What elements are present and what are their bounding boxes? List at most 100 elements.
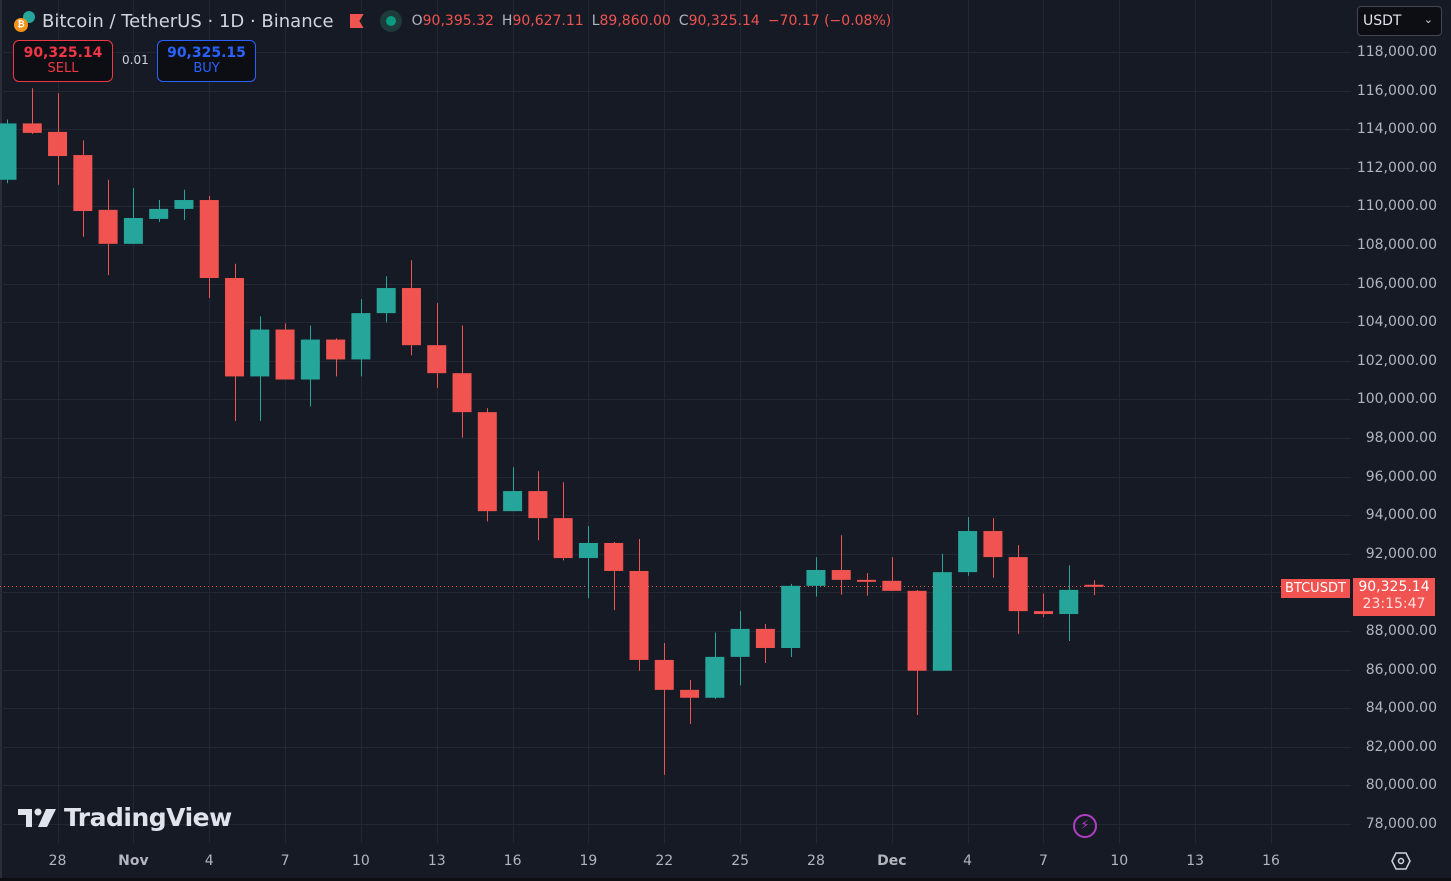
candle[interactable] bbox=[477, 408, 497, 522]
candle[interactable] bbox=[98, 179, 118, 276]
flag-icon[interactable] bbox=[349, 14, 364, 28]
price-axis-label: 102,000.00 bbox=[1356, 352, 1437, 369]
price-axis-label: 88,000.00 bbox=[1365, 623, 1437, 639]
candle[interactable] bbox=[199, 195, 219, 299]
tradingview-logo[interactable]: TradingView bbox=[18, 803, 232, 832]
symbol-price-tag: BTCUSDT bbox=[1281, 579, 1350, 598]
candle[interactable] bbox=[907, 589, 927, 715]
candle[interactable] bbox=[730, 610, 750, 686]
change-value: −70.17 (−0.08%) bbox=[767, 13, 892, 29]
price-axis-label: 80,000.00 bbox=[1365, 777, 1437, 794]
candle[interactable] bbox=[781, 583, 801, 658]
market-status-indicator[interactable] bbox=[379, 10, 402, 32]
spread-value: 0.01 bbox=[122, 53, 149, 67]
buy-button[interactable]: 90,325.15 BUY bbox=[157, 40, 256, 82]
candle[interactable] bbox=[1008, 545, 1028, 635]
candle[interactable] bbox=[149, 200, 169, 223]
bitcoin-icon: ₿ bbox=[14, 18, 28, 32]
candle[interactable] bbox=[225, 263, 245, 422]
buy-price: 90,325.15 bbox=[167, 45, 246, 61]
price-axis-label: 114,000.00 bbox=[1356, 121, 1437, 138]
symbol-title[interactable]: Bitcoin / TetherUS · 1D · Binance bbox=[42, 10, 334, 32]
candle[interactable] bbox=[958, 517, 978, 576]
price-axis-label: 96,000.00 bbox=[1365, 468, 1437, 485]
open-value: 90,395.32 bbox=[422, 13, 494, 29]
candle[interactable] bbox=[932, 553, 952, 671]
time-axis-label: 13 bbox=[427, 853, 446, 869]
price-axis-label: 94,000.00 bbox=[1365, 507, 1437, 524]
candle[interactable] bbox=[427, 303, 447, 388]
close-value: 90,325.14 bbox=[688, 13, 760, 29]
time-axis-label: 4 bbox=[204, 853, 214, 869]
price-axis-label: 118,000.00 bbox=[1356, 44, 1437, 60]
symbol-icons: ₿ bbox=[14, 9, 40, 33]
price-axis-label: 112,000.00 bbox=[1356, 159, 1437, 176]
candle[interactable] bbox=[300, 325, 320, 407]
candle[interactable] bbox=[629, 538, 649, 671]
candle[interactable] bbox=[578, 526, 598, 599]
currency-select[interactable]: USDT ⌄ bbox=[1357, 6, 1442, 36]
settings-icon[interactable] bbox=[1391, 851, 1411, 871]
price-axis-label: 98,000.00 bbox=[1365, 430, 1437, 446]
candle[interactable] bbox=[73, 140, 93, 237]
chart-left-border bbox=[0, 0, 2, 881]
candle[interactable] bbox=[705, 632, 725, 699]
price-axis-label: 110,000.00 bbox=[1356, 198, 1437, 215]
candle[interactable] bbox=[351, 299, 371, 377]
candle[interactable] bbox=[48, 93, 68, 185]
candle[interactable] bbox=[22, 88, 42, 134]
candle[interactable] bbox=[1084, 580, 1104, 596]
time-axis-label: 7 bbox=[280, 853, 290, 869]
symbol-legend[interactable]: ₿ Bitcoin / TetherUS · 1D · Binance O90,… bbox=[14, 9, 891, 33]
sell-button[interactable]: 90,325.14 SELL bbox=[13, 40, 113, 82]
chart-bottom-border bbox=[0, 878, 1451, 881]
price-axis-label: 92,000.00 bbox=[1365, 545, 1437, 562]
price-axis-label: 86,000.00 bbox=[1365, 661, 1437, 678]
candle[interactable] bbox=[882, 557, 902, 591]
candle[interactable] bbox=[831, 535, 851, 595]
close-label: C bbox=[678, 13, 689, 29]
candle[interactable] bbox=[528, 471, 548, 541]
candle[interactable] bbox=[755, 623, 775, 664]
lightning-icon[interactable]: ⚡ bbox=[1073, 814, 1097, 838]
time-axis-label: Nov bbox=[118, 853, 149, 869]
low-value: 89,860.00 bbox=[599, 13, 671, 29]
time-axis-label: 13 bbox=[1186, 853, 1205, 869]
candle[interactable] bbox=[503, 467, 523, 512]
candle[interactable] bbox=[326, 338, 346, 377]
chevron-down-icon: ⌄ bbox=[1423, 13, 1433, 26]
time-axis-label: 10 bbox=[1110, 853, 1129, 869]
time-axis-label: 4 bbox=[963, 853, 973, 869]
candle[interactable] bbox=[250, 316, 270, 422]
open-label: O bbox=[411, 13, 423, 29]
sell-label: SELL bbox=[47, 61, 79, 76]
candle[interactable] bbox=[452, 325, 472, 438]
price-axis-label: 108,000.00 bbox=[1356, 237, 1437, 253]
price-axis-label: 106,000.00 bbox=[1356, 275, 1437, 292]
candle[interactable] bbox=[123, 188, 143, 244]
candle[interactable] bbox=[1033, 593, 1053, 618]
candle[interactable] bbox=[174, 189, 194, 220]
time-axis-label: 10 bbox=[351, 853, 370, 869]
candle[interactable] bbox=[275, 323, 295, 380]
tradingview-logo-icon bbox=[18, 808, 56, 827]
candle[interactable] bbox=[654, 642, 674, 775]
candle[interactable] bbox=[376, 276, 396, 323]
candle[interactable] bbox=[1059, 565, 1079, 642]
time-axis-label: 22 bbox=[655, 853, 674, 869]
candle[interactable] bbox=[0, 119, 17, 184]
candle[interactable] bbox=[680, 680, 700, 724]
time-axis-label: 25 bbox=[731, 853, 750, 869]
candle[interactable] bbox=[983, 518, 1003, 578]
candle[interactable] bbox=[806, 557, 826, 597]
time-axis-label: 7 bbox=[1039, 853, 1048, 869]
price-axis-label: 100,000.00 bbox=[1356, 391, 1437, 408]
candles bbox=[0, 88, 1104, 775]
candle[interactable] bbox=[553, 482, 573, 561]
candle[interactable] bbox=[604, 542, 624, 611]
candle[interactable] bbox=[857, 573, 877, 596]
ohlc-values: O90,395.32 H90,627.11 L89,860.00 C90,325… bbox=[412, 13, 892, 29]
currency-value: USDT bbox=[1363, 13, 1402, 29]
candle[interactable] bbox=[401, 260, 421, 356]
